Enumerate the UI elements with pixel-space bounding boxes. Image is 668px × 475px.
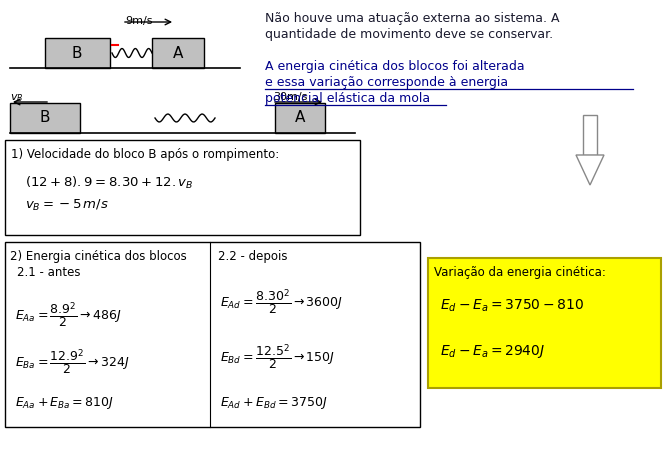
Text: $E_{Ad}+E_{Bd}=3750J$: $E_{Ad}+E_{Bd}=3750J$ bbox=[220, 395, 327, 411]
Text: 9m/s: 9m/s bbox=[125, 16, 152, 26]
Text: Não houve uma atuação externa ao sistema. A: Não houve uma atuação externa ao sistema… bbox=[265, 12, 560, 25]
Text: $E_d-E_a=3750-810$: $E_d-E_a=3750-810$ bbox=[440, 298, 584, 314]
Text: B: B bbox=[40, 111, 50, 125]
Text: $E_{Bd}=\dfrac{12.5^2}{2}\rightarrow 150J$: $E_{Bd}=\dfrac{12.5^2}{2}\rightarrow 150… bbox=[220, 342, 335, 371]
Polygon shape bbox=[576, 155, 604, 185]
Text: 2.2 - depois: 2.2 - depois bbox=[218, 250, 287, 263]
Text: $E_d-E_a=2940J$: $E_d-E_a=2940J$ bbox=[440, 343, 545, 360]
Text: A: A bbox=[295, 111, 305, 125]
Text: potencial elástica da mola: potencial elástica da mola bbox=[265, 92, 430, 105]
Text: $E_{Ad}=\dfrac{8.30^2}{2}\rightarrow 3600J$: $E_{Ad}=\dfrac{8.30^2}{2}\rightarrow 360… bbox=[220, 287, 343, 316]
Text: A energia cinética dos blocos foi alterada: A energia cinética dos blocos foi altera… bbox=[265, 60, 524, 73]
Bar bbox=[5, 242, 420, 427]
Bar bbox=[45, 38, 110, 68]
Bar bbox=[152, 38, 204, 68]
Text: Variação da energia cinética:: Variação da energia cinética: bbox=[434, 266, 606, 279]
Text: $E_{Ba}=\dfrac{12.9^2}{2}\rightarrow 324J$: $E_{Ba}=\dfrac{12.9^2}{2}\rightarrow 324… bbox=[15, 347, 130, 377]
Text: e essa variação corresponde à energia: e essa variação corresponde à energia bbox=[265, 76, 508, 89]
Text: 2.1 - antes: 2.1 - antes bbox=[17, 266, 81, 279]
Text: $E_{Aa}+E_{Ba}=810J$: $E_{Aa}+E_{Ba}=810J$ bbox=[15, 395, 114, 411]
Text: $v_B$: $v_B$ bbox=[10, 92, 23, 104]
Bar bbox=[428, 258, 661, 388]
Text: A: A bbox=[173, 46, 183, 60]
Text: 1) Velocidade do bloco B após o rompimento:: 1) Velocidade do bloco B após o rompimen… bbox=[11, 148, 279, 161]
Text: $(12+8).9=8.30+12.v_B$: $(12+8).9=8.30+12.v_B$ bbox=[25, 175, 194, 191]
Text: 30m/s: 30m/s bbox=[273, 92, 307, 102]
Bar bbox=[10, 103, 80, 133]
Text: quantidade de movimento deve se conservar.: quantidade de movimento deve se conserva… bbox=[265, 28, 553, 41]
Text: $E_{Aa}=\dfrac{8.9^2}{2}\rightarrow 486J$: $E_{Aa}=\dfrac{8.9^2}{2}\rightarrow 486J… bbox=[15, 300, 122, 330]
Text: B: B bbox=[71, 46, 82, 60]
Bar bbox=[583, 115, 597, 155]
Bar bbox=[5, 140, 360, 235]
Bar bbox=[275, 103, 325, 133]
Text: 2) Energia cinética dos blocos: 2) Energia cinética dos blocos bbox=[10, 250, 187, 263]
Text: $v_B=-5\,m/s$: $v_B=-5\,m/s$ bbox=[25, 198, 109, 213]
